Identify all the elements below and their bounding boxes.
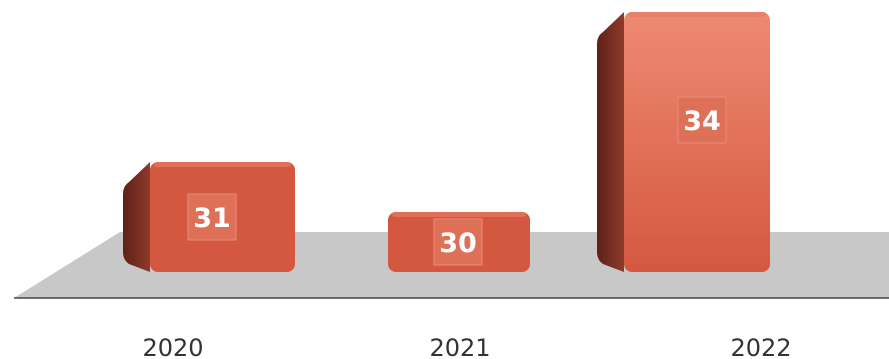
data-label-box	[677, 96, 727, 144]
x-tick-label: 2022	[730, 334, 791, 359]
data-label: 30	[439, 228, 477, 259]
bar-side-face	[123, 162, 150, 272]
bar-top-face	[392, 212, 526, 217]
x-tick-label: 2021	[429, 334, 490, 359]
data-label: 31	[193, 203, 231, 234]
data-label-box	[433, 218, 483, 266]
bar-side-face	[597, 12, 624, 272]
labels-layer: 31 2020 30 2021 34 2022	[142, 96, 792, 359]
data-label: 34	[683, 106, 721, 137]
x-tick-label: 2020	[142, 334, 203, 359]
bar-top-face	[628, 12, 766, 17]
bar-top-face	[154, 162, 291, 167]
data-label-box	[187, 193, 237, 241]
